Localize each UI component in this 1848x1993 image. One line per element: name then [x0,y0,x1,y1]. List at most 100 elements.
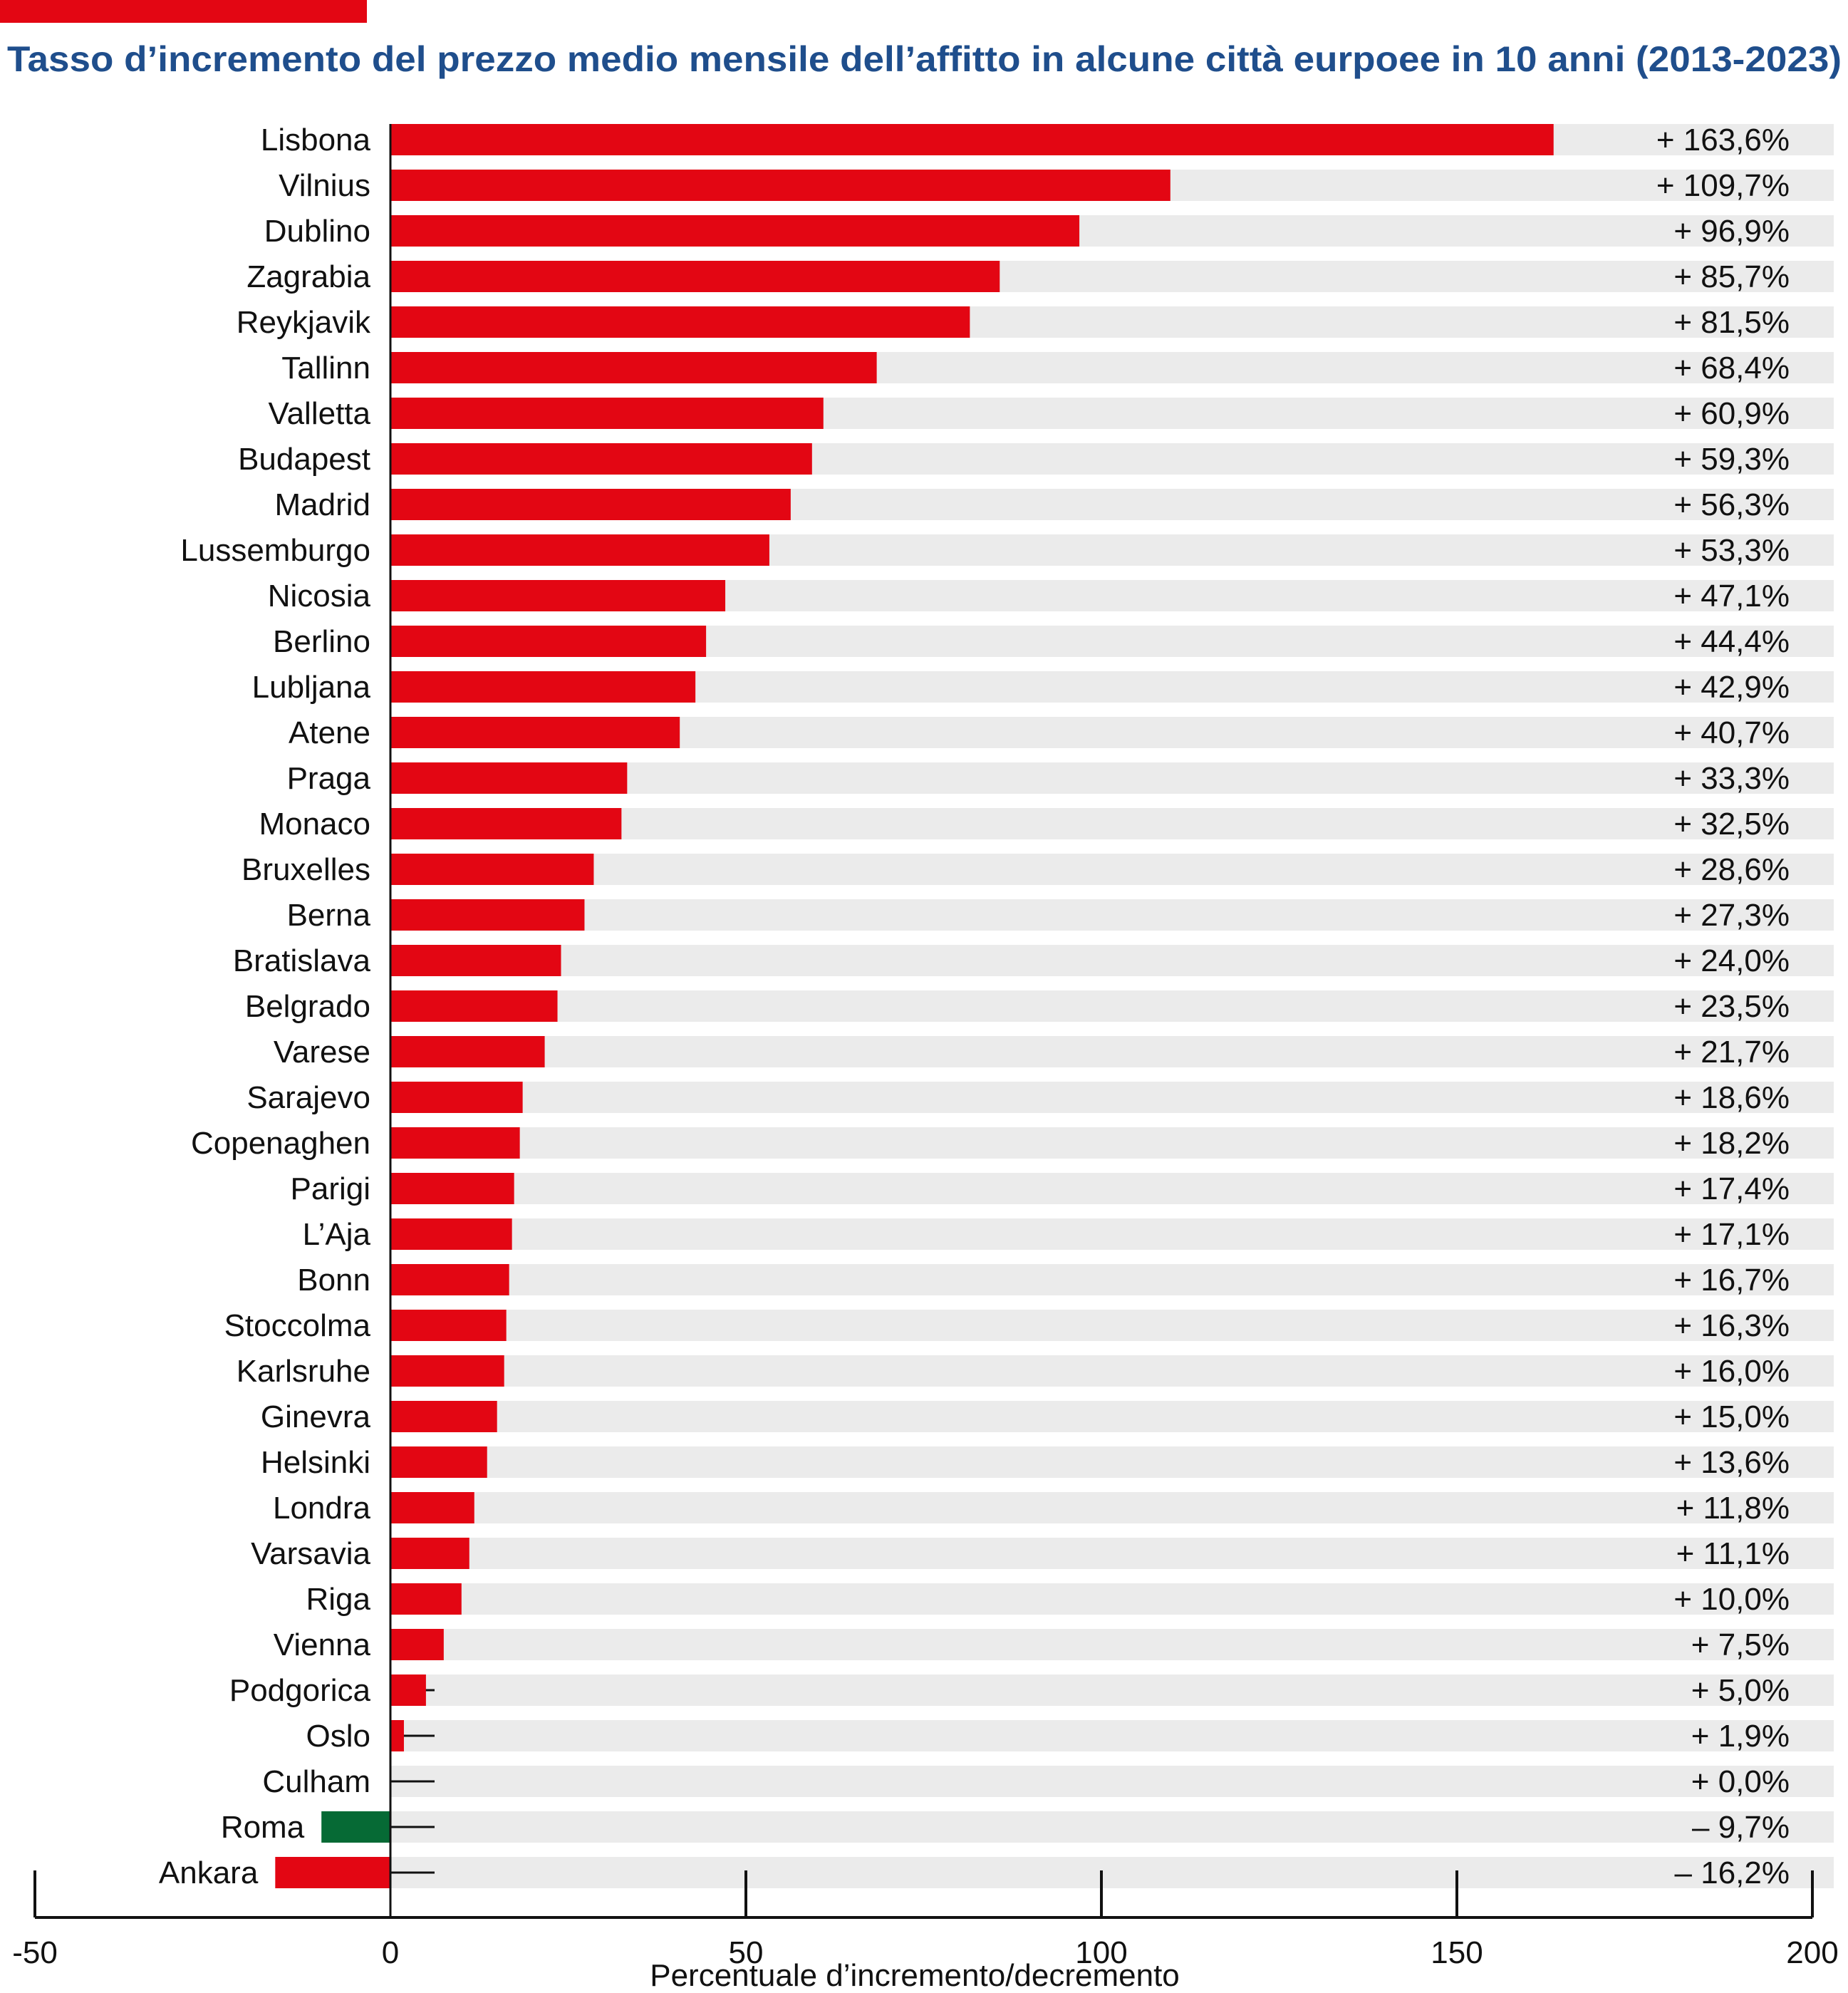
category-label: Roma [221,1810,305,1845]
value-label: + 42,9% [1673,670,1790,705]
value-label: + 44,4% [1673,624,1790,659]
value-label: + 17,4% [1673,1171,1790,1206]
bar [390,854,594,885]
value-label: + 109,7% [1656,168,1790,203]
value-label: + 16,3% [1673,1308,1790,1343]
category-label: Valletta [269,396,371,431]
category-label: Tallinn [281,351,370,385]
bar [390,899,585,931]
category-label: Riga [306,1582,371,1617]
category-label: Belgrado [245,989,370,1024]
bar [390,1264,509,1295]
category-label: Parigi [291,1171,371,1206]
bar [390,626,707,657]
bar [390,990,558,1022]
bar-track [390,990,1834,1022]
value-label: + 81,5% [1673,305,1790,340]
value-label: + 17,1% [1673,1217,1790,1252]
category-label: Stoccolma [224,1308,371,1343]
category-label: Madrid [275,487,371,522]
bar-track [390,899,1834,931]
category-label: Karlsruhe [237,1354,370,1389]
value-label: + 18,6% [1673,1080,1790,1115]
bar [321,1811,390,1843]
bar-track [390,1629,1834,1660]
value-label: + 27,3% [1673,898,1790,933]
x-tick-label: -50 [12,1935,58,1970]
category-label: Lubljana [252,670,371,705]
category-label: Zagrabia [246,259,370,294]
bar-track [390,1127,1834,1159]
bar-track [390,1811,1834,1843]
category-label: Praga [287,761,371,796]
chart-title: Tasso d’incremento del prezzo medio mens… [7,39,1842,79]
bar-track [390,1355,1834,1387]
value-label: + 28,6% [1673,852,1790,887]
value-label: + 18,2% [1673,1126,1790,1161]
x-tick-label: 100 [1075,1935,1127,1970]
value-label: + 7,5% [1691,1627,1790,1662]
x-tick-label: 150 [1431,1935,1483,1970]
bar [390,1127,520,1159]
bar-track [390,1492,1834,1523]
value-label: + 15,0% [1673,1399,1790,1434]
bar [390,1720,404,1751]
category-label: Lussemburgo [180,533,370,568]
bar-track [390,1857,1834,1888]
value-label: + 85,7% [1673,259,1790,294]
bar [390,306,970,338]
value-label: + 11,1% [1676,1536,1790,1571]
bar-track [390,1173,1834,1204]
value-label: + 53,3% [1673,533,1790,568]
value-label: + 21,7% [1673,1035,1790,1070]
bar-track [390,1036,1834,1067]
value-label: + 47,1% [1673,579,1790,614]
bar [390,534,769,566]
bar-track [390,1264,1834,1295]
value-label: + 10,0% [1673,1582,1790,1617]
category-label: Berlino [273,624,370,659]
bar-track [390,808,1834,839]
accent-bar [0,0,367,23]
value-label: + 60,9% [1673,396,1790,431]
category-label: Lisbona [261,123,371,157]
bar [390,762,628,794]
chart-rows: Lisbona + 163,6% Vilnius + 109,7% Dublino + 9… [159,123,1834,1890]
bar [390,1082,523,1113]
category-label: Bruxelles [242,852,370,887]
bar [390,170,1170,201]
bar [275,1857,390,1888]
category-label: Bonn [297,1263,370,1298]
category-label: Copenaghen [191,1126,370,1161]
bar-track [390,945,1834,976]
bar [390,1446,487,1478]
x-tick-label: 200 [1786,1935,1838,1970]
value-label: + 24,0% [1673,943,1790,978]
bar-track [390,1218,1834,1250]
bar [390,808,622,839]
bar-track [390,1538,1834,1569]
value-label: + 11,8% [1676,1491,1790,1526]
bar [390,717,680,748]
value-label: + 13,6% [1673,1445,1790,1480]
bar [390,1355,504,1387]
value-label: + 32,5% [1673,807,1790,842]
bar [390,1492,474,1523]
category-label: Dublino [264,214,370,249]
category-label: Ginevra [261,1399,371,1434]
value-label: + 1,9% [1691,1719,1790,1754]
bar [390,1629,444,1660]
value-label: + 33,3% [1673,761,1790,796]
category-label: Berna [287,898,371,933]
category-label: Atene [289,715,370,750]
category-label: Reykjavik [237,305,371,340]
category-label: Monaco [259,807,370,842]
value-label: + 16,0% [1673,1354,1790,1389]
bar-track [390,1583,1834,1615]
category-label: Nicosia [268,579,371,614]
bar [390,1218,512,1250]
bar [390,398,824,429]
value-label: + 0,0% [1691,1764,1790,1799]
bar [390,1310,507,1341]
